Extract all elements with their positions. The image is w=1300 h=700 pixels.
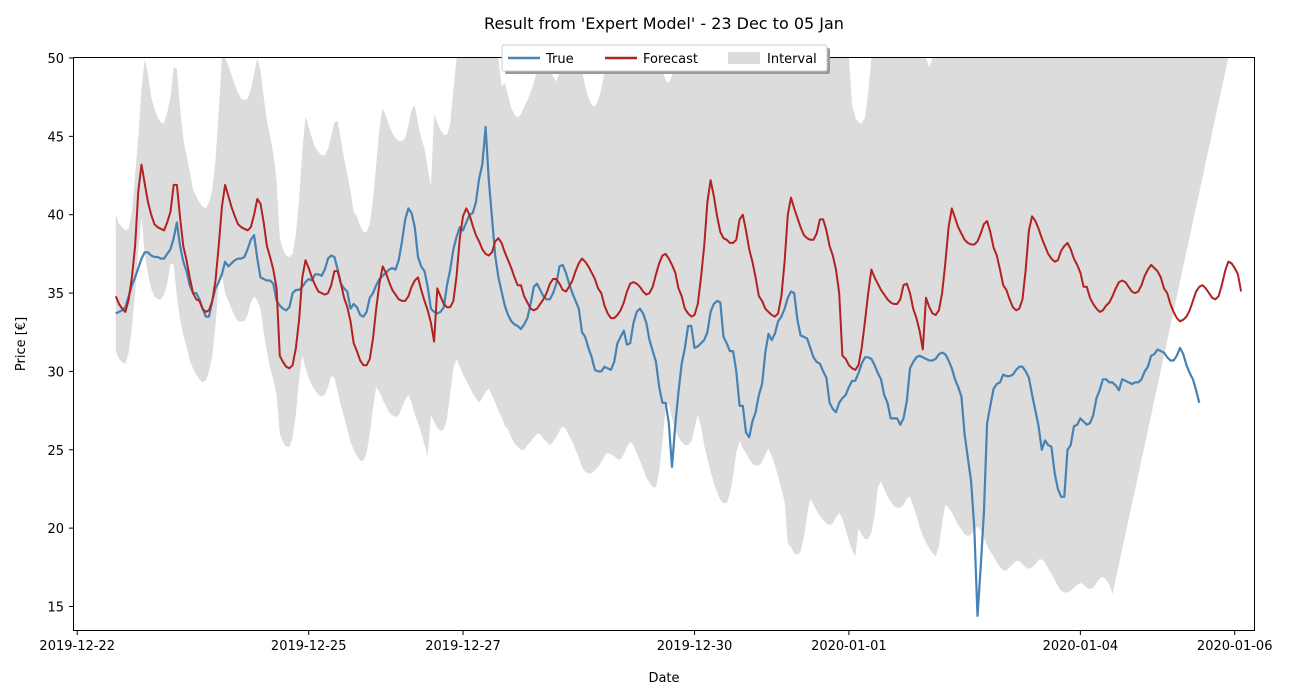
x-axis-label: Date: [648, 671, 679, 686]
chart-title: Result from 'Expert Model' - 23 Dec to 0…: [484, 14, 844, 33]
true-series-line: [115, 125, 1201, 617]
lines-layer: [114, 125, 1243, 617]
x-tick-label: 2019-12-27: [425, 639, 501, 654]
forecast-series-line: [114, 163, 1243, 371]
y-axis: 15 20 25 30 35 40 45 50: [47, 52, 74, 615]
legend-interval-label: Interval: [767, 52, 817, 67]
y-tick-label: 20: [47, 522, 64, 537]
y-tick-label: 30: [47, 365, 64, 380]
legend-forecast-label: Forecast: [643, 52, 698, 67]
legend-interval-swatch: [728, 52, 760, 64]
y-tick-label: 25: [47, 444, 64, 459]
legend-true-label: True: [545, 52, 574, 67]
y-tick-label: 50: [47, 52, 64, 67]
x-tick-label: 2019-12-22: [39, 639, 115, 654]
y-tick-label: 15: [47, 600, 64, 615]
x-tick-label: 2019-12-25: [271, 639, 347, 654]
x-tick-label: 2020-01-04: [1043, 639, 1119, 654]
legend-box: [501, 44, 828, 72]
y-tick-label: 35: [47, 287, 64, 302]
x-axis: 2019-12-22 2019-12-25 2019-12-27 2019-12-30…: [39, 630, 1272, 654]
interval-band: [115, 58, 1229, 594]
x-tick-label: 2020-01-06: [1197, 639, 1273, 654]
y-axis-label: Price [€]: [14, 317, 29, 371]
y-tick-label: 45: [47, 130, 64, 145]
interval-band-layer: [115, 58, 1229, 594]
x-tick-label: 2020-01-01: [811, 639, 887, 654]
y-tick-label: 40: [47, 209, 64, 224]
x-tick-label: 2019-12-30: [657, 639, 733, 654]
legend: True Forecast Interval: [501, 44, 830, 74]
plot-area: [73, 57, 1255, 631]
